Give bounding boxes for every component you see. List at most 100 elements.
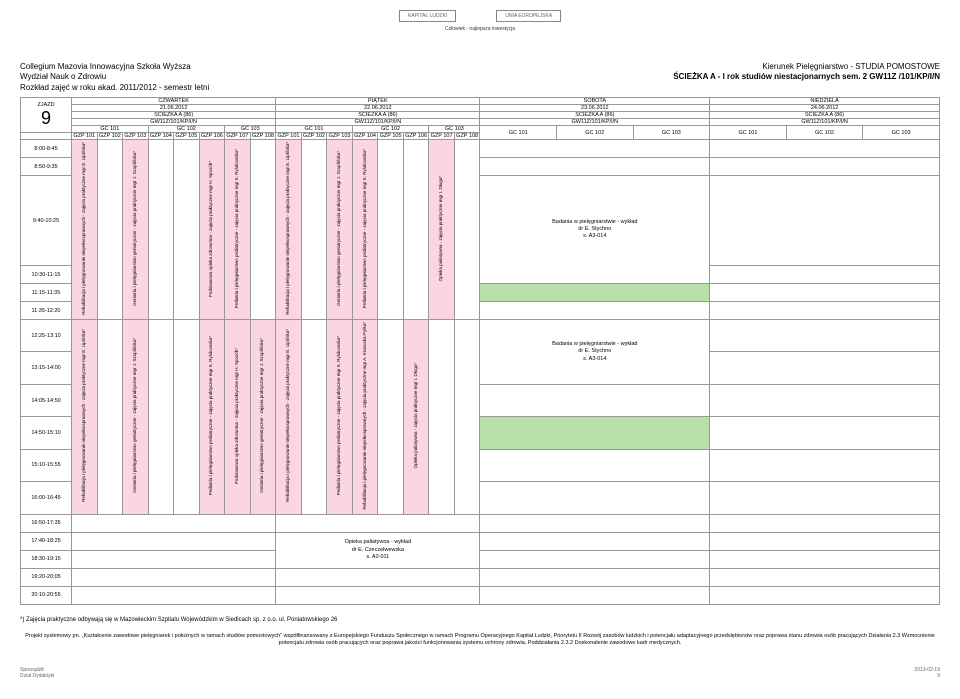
course-cell: Opieka paliatywna - zajęcia praktyczne m… [429, 140, 455, 320]
day-sobota: SOBOTA [480, 98, 710, 105]
course-cell: Geriatria i pielęgniarstwo geriatryczne … [123, 320, 149, 515]
time: 20:10-20:55 [21, 586, 72, 604]
gzp: GZP 106 [199, 133, 225, 140]
path-2: ŚCIEŻKA A (86) [276, 112, 480, 119]
course-cell: Podstawowa opieka zdrowotna - zajęcia pr… [199, 140, 225, 320]
path-1: ŚCIEŻKA A (86) [72, 112, 276, 119]
gc-pi-102: GC 102 [352, 126, 429, 133]
gc-ni-102: GC 102 [786, 126, 863, 140]
gzp: GZP 106 [403, 133, 429, 140]
gc-cz-102: GC 102 [148, 126, 225, 133]
time: 12:25-13:10 [21, 320, 72, 352]
logo-kapital: KAPITAŁ LUDZKI [399, 10, 456, 22]
gzp: GZP 101 [72, 133, 98, 140]
time: 19:20-20:05 [21, 568, 72, 586]
gzp: GZP 105 [174, 133, 200, 140]
time: 8:50-9:35 [21, 158, 72, 176]
time: 11:15-11:35 [21, 284, 72, 302]
course-cell: Pediatria i pielęgniarstwo pediatryczne … [352, 140, 378, 320]
gzp: GZP 107 [429, 133, 455, 140]
course-cell: Rehabilitacja i pielęgnowanie niepełnosp… [276, 140, 302, 320]
logo-caption: Człowiek - najlepsza inwestycja [20, 26, 940, 32]
header: Collegium Mazovia Innowacyjna Szkoła Wyż… [20, 62, 940, 93]
gc-pi-101: GC 101 [276, 126, 353, 133]
time: 11:35-12:20 [21, 302, 72, 320]
course-cell: Rehabilitacja i pielęgnowanie niepełnosp… [72, 320, 98, 515]
date-1: 21.06.2012 [72, 105, 276, 112]
course-cell: Pediatria i pielęgniarstwo pediatryczne … [225, 140, 251, 320]
badania-bottom: Badania w pielęgniarstwie - wykład dr E.… [480, 320, 710, 385]
logo-row: KAPITAŁ LUDZKI UNIA EUROPEJSKA [20, 10, 940, 22]
course-cell: Geriatria i pielęgniarstwo geriatryczne … [250, 320, 276, 515]
gc-cz-101: GC 101 [72, 126, 149, 133]
break [480, 417, 710, 449]
footer: Sporządził: Dział Dydaktyki 2013-02-19 9 [20, 667, 940, 679]
gw-4: GW11Z/101/KP/I/N [710, 119, 940, 126]
course-cell: Rehabilitacja i pielęgnowanie niepełnosp… [72, 140, 98, 320]
time: 9:40-10:25 [21, 176, 72, 266]
break [480, 284, 710, 302]
course-cell: Geriatria i pielęgniarstwo geriatryczne … [327, 140, 353, 320]
gzp: GZP 102 [301, 133, 327, 140]
time: 8:00-8:45 [21, 140, 72, 158]
school-faculty: Wydział Nauk o Zdrowiu [20, 72, 209, 82]
header-right: Kierunek Pielęgniarstwo - STUDIA POMOSTO… [673, 62, 940, 93]
course-cell: Geriatria i pielęgniarstwo geriatryczne … [123, 140, 149, 320]
gw-2: GW11Z/101/KP/I/N [276, 119, 480, 126]
path-3: ŚCIEŻKA A (86) [480, 112, 710, 119]
time: 10:30-11:15 [21, 266, 72, 284]
school-name: Collegium Mazovia Innowacyjna Szkoła Wyż… [20, 62, 209, 72]
gw-3: GW11Z/101/KP/I/N [480, 119, 710, 126]
footer-left: Sporządził: Dział Dydaktyki [20, 667, 54, 679]
schedule-table: ZJAZD 9 CZWARTEK PIĄTEK SOBOTA NIEDZIELA… [20, 97, 940, 604]
time: 16:50-17:35 [21, 514, 72, 532]
gc-so-102: GC 102 [557, 126, 634, 140]
footer-right: 2013-02-19 9 [914, 667, 940, 679]
course-cell: Rehabilitacja i pielęgnowanie niepełnosp… [276, 320, 302, 515]
course-cell: Opieka paliatywna - zajęcia praktyczne m… [403, 320, 429, 515]
course-cell: Podstawowa opieka zdrowotna - zajęcia pr… [225, 320, 251, 515]
logo-eu: UNIA EUROPEJSKA [496, 10, 561, 22]
gzp: GZP 108 [250, 133, 276, 140]
gzp: GZP 105 [378, 133, 404, 140]
gc-so-103: GC 103 [633, 126, 710, 140]
kierunek: Kierunek Pielęgniarstwo - STUDIA POMOSTO… [673, 62, 940, 72]
badania-top: Badania w pielęgniarstwie - wykład dr E.… [480, 176, 710, 284]
time: 14:50-15:10 [21, 417, 72, 449]
gzp: GZP 108 [454, 133, 480, 140]
opieka-wyklad: Opieka paliatywna - wykład dr E. Czeczel… [276, 532, 480, 568]
time: 15:10-15:55 [21, 449, 72, 481]
gc-cz-103: GC 103 [225, 126, 276, 133]
course-cell: Rehabilitacja i pielęgnowanie niepełnosp… [352, 320, 378, 515]
gzp: GZP 101 [276, 133, 302, 140]
date-3: 23.06.2012 [480, 105, 710, 112]
gzp: GZP 104 [352, 133, 378, 140]
project-text: Projekt systemowy pn. „Kształcenie zawod… [20, 633, 940, 647]
time: 16:00-16:45 [21, 482, 72, 515]
day-czwartek: CZWARTEK [72, 98, 276, 105]
time: 13:15-14:00 [21, 352, 72, 384]
time: 14:05-14:50 [21, 384, 72, 416]
gzp: GZP 104 [148, 133, 174, 140]
path-title: ŚCIEŻKA A - I rok studiów niestacjonarny… [673, 72, 940, 82]
schedule-title: Rozkład zajęć w roku akad. 2011/2012 - s… [20, 83, 209, 93]
footnote: *) Zajęcia praktyczne odbywają się w Maz… [20, 617, 940, 623]
gzp: GZP 107 [225, 133, 251, 140]
zjazd-cell: ZJAZD 9 [21, 98, 72, 133]
gc-so-101: GC 101 [480, 126, 557, 140]
gc-ni-101: GC 101 [710, 126, 787, 140]
gc-pi-103: GC 103 [429, 126, 480, 133]
day-niedziela: NIEDZIELA [710, 98, 940, 105]
path-4: ŚCIEŻKA A (86) [710, 112, 940, 119]
zjazd-num: 9 [21, 108, 71, 129]
date-4: 24.06.2012 [710, 105, 940, 112]
time: 18:30-19:15 [21, 550, 72, 568]
gzp: GZP 103 [123, 133, 149, 140]
header-left: Collegium Mazovia Innowacyjna Szkoła Wyż… [20, 62, 209, 93]
course-cell: Pediatria i pielęgniarstwo pediatryczne … [199, 320, 225, 515]
date-2: 22.06.2012 [276, 105, 480, 112]
gc-ni-103: GC 103 [863, 126, 940, 140]
time: 17:40-18:25 [21, 532, 72, 550]
gw-1: GW11Z/101/KP/I/N [72, 119, 276, 126]
gzp: GZP 103 [327, 133, 353, 140]
